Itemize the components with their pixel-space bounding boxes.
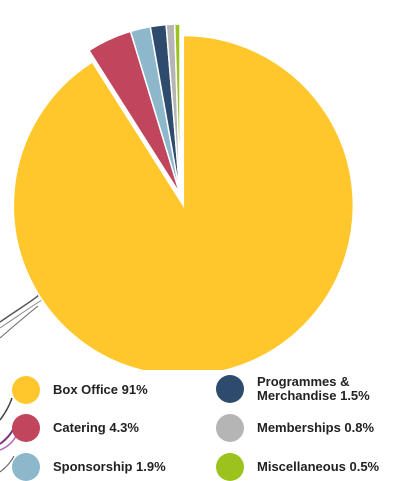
legend-swatch-box-office <box>12 376 40 404</box>
legend-swatch-catering <box>12 414 40 442</box>
legend-item-memberships: Memberships 0.8% <box>216 414 374 442</box>
legend-item-miscellaneous: Miscellaneous 0.5% <box>216 453 379 481</box>
legend-item-box-office: Box Office 91% <box>12 376 148 404</box>
legend-item-sponsorship: Sponsorship 1.9% <box>12 453 166 481</box>
pie-slice-box-office <box>12 34 355 370</box>
legend-item-catering: Catering 4.3% <box>12 414 139 442</box>
legend-label-miscellaneous: Miscellaneous 0.5% <box>257 459 380 474</box>
legend-swatch-memberships <box>216 414 244 442</box>
legend-item-programmes-merchandise: Programmes & Merchandise 1.5% <box>216 375 370 403</box>
legend-swatch-miscellaneous <box>216 453 244 481</box>
pie-slice-miscellaneous <box>173 23 181 195</box>
legend-swatch-sponsorship <box>12 453 40 481</box>
legend: Box Office 91% Programmes & Merchandise … <box>0 368 393 481</box>
legend-label-sponsorship: Sponsorship 1.9% <box>53 459 166 474</box>
legend-label-programmes-merchandise: Programmes & Merchandise 1.5% <box>257 374 370 403</box>
pie-chart <box>12 23 355 370</box>
legend-swatch-programmes-merchandise <box>216 375 244 403</box>
legend-label-box-office: Box Office 91% <box>53 382 148 397</box>
legend-label-memberships: Memberships 0.8% <box>257 420 375 435</box>
legend-label-catering: Catering 4.3% <box>53 420 139 435</box>
